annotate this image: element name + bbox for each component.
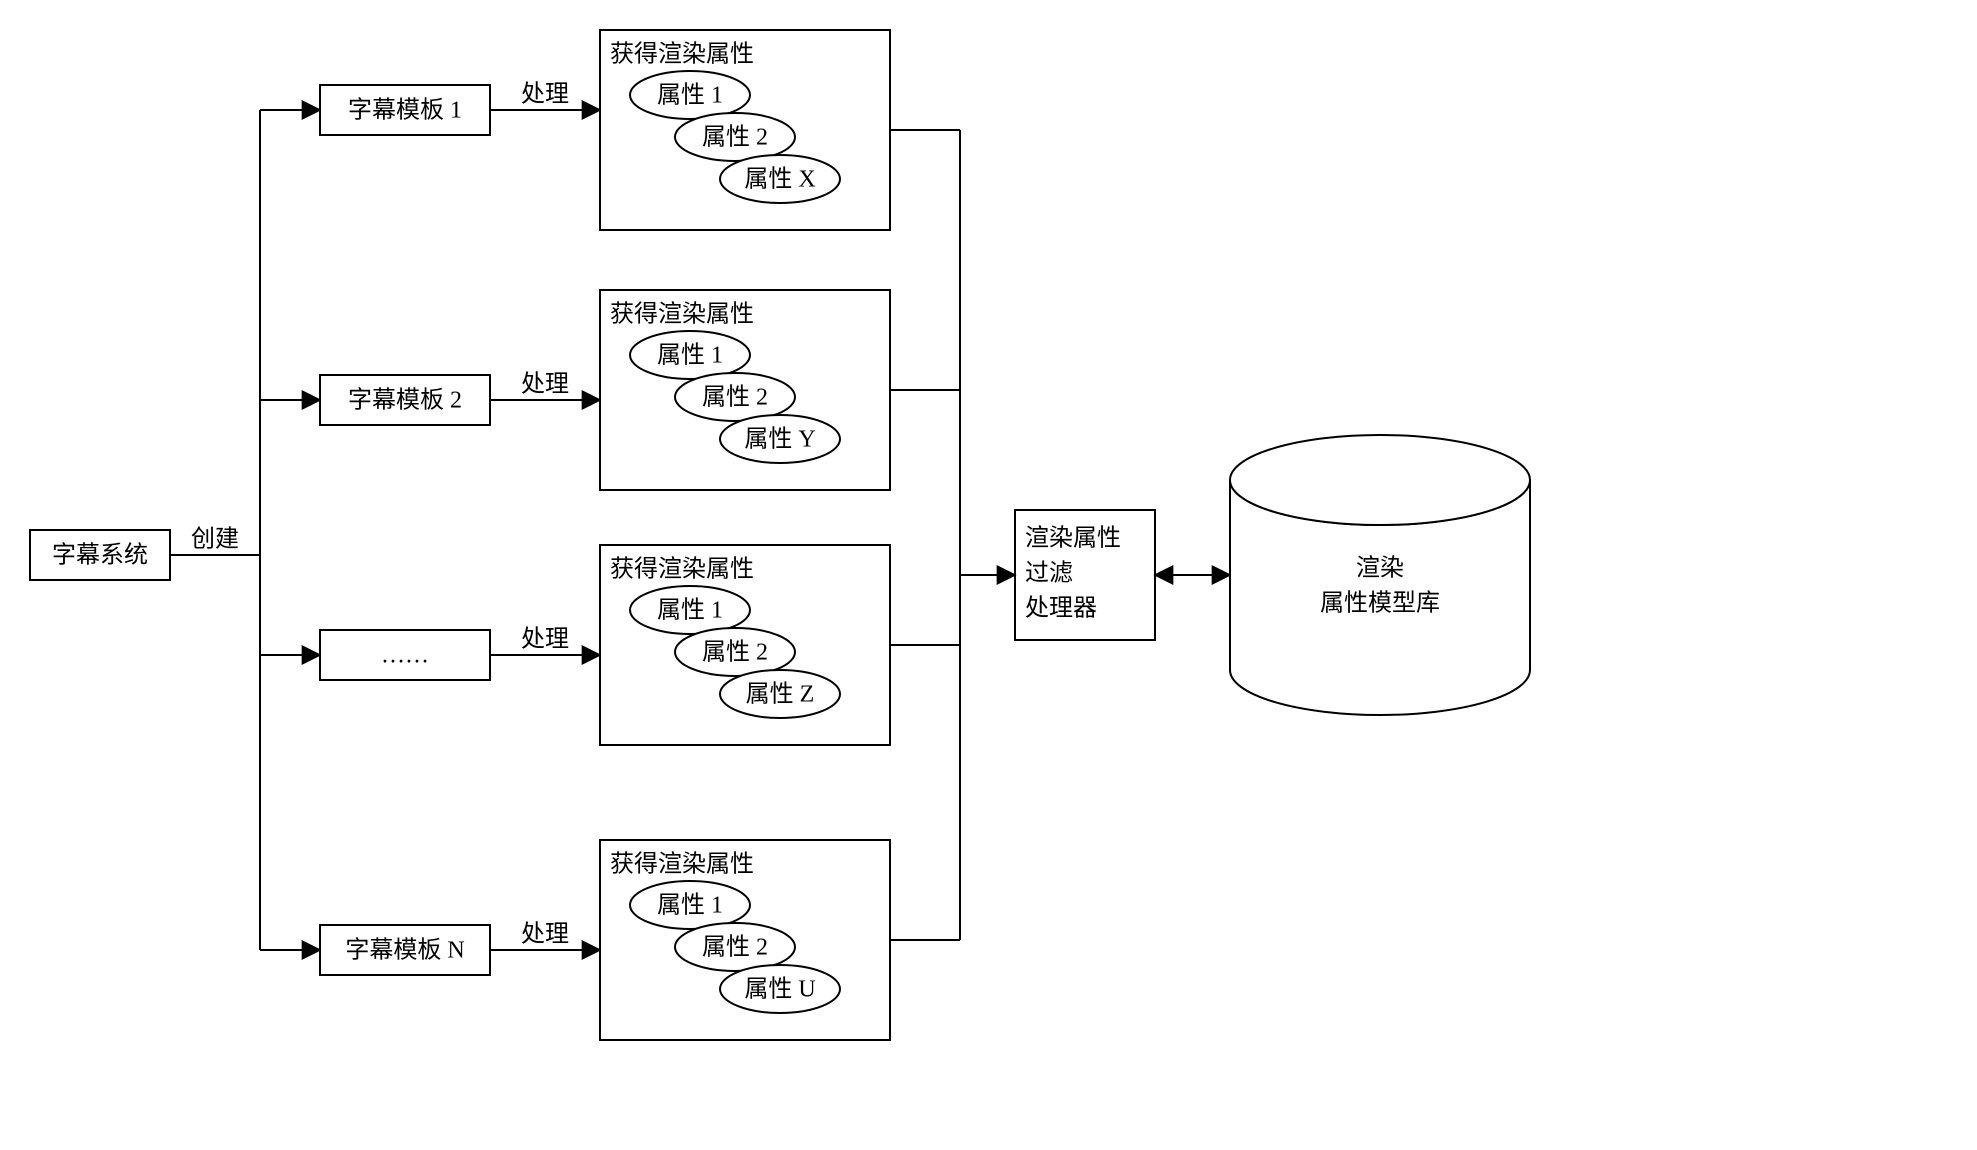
db-line-0: 渲染 <box>1356 555 1404 582</box>
attr-ellipse-label: 属性 1 <box>657 892 723 919</box>
process-label: 处理 <box>521 81 569 108</box>
attr-ellipse-label: 属性 2 <box>702 639 768 666</box>
attr-box-title: 获得渲染属性 <box>610 301 754 328</box>
attr-ellipse-label: 属性 Y <box>744 426 815 453</box>
filter-line-2: 处理器 <box>1025 595 1097 622</box>
attr-box-title: 获得渲染属性 <box>610 41 754 68</box>
process-label: 处理 <box>521 626 569 653</box>
attr-ellipse-label: 属性 X <box>744 166 815 193</box>
template-label: …… <box>381 643 429 669</box>
attr-box-title: 获得渲染属性 <box>610 851 754 878</box>
attr-box-title: 获得渲染属性 <box>610 556 754 583</box>
filter-line-1: 过滤 <box>1025 560 1073 587</box>
attr-ellipse-label: 属性 2 <box>702 124 768 151</box>
attr-ellipse-label: 属性 1 <box>657 597 723 624</box>
template-label: 字幕模板 N <box>345 937 464 964</box>
template-label: 字幕模板 1 <box>348 97 462 124</box>
source-label: 字幕系统 <box>52 542 148 569</box>
attr-ellipse-label: 属性 1 <box>657 82 723 109</box>
create-label: 创建 <box>191 526 239 553</box>
filter-line-0: 渲染属性 <box>1025 525 1121 552</box>
db-line-1: 属性模型库 <box>1320 590 1440 617</box>
attr-ellipse-label: 属性 2 <box>702 384 768 411</box>
attr-ellipse-label: 属性 Z <box>746 681 815 708</box>
template-label: 字幕模板 2 <box>348 387 462 414</box>
db-cylinder: 渲染 属性模型库 <box>1230 435 1530 715</box>
process-label: 处理 <box>521 921 569 948</box>
process-label: 处理 <box>521 371 569 398</box>
attr-ellipse-label: 属性 2 <box>702 934 768 961</box>
attr-ellipse-label: 属性 U <box>744 976 815 1003</box>
attr-ellipse-label: 属性 1 <box>657 342 723 369</box>
